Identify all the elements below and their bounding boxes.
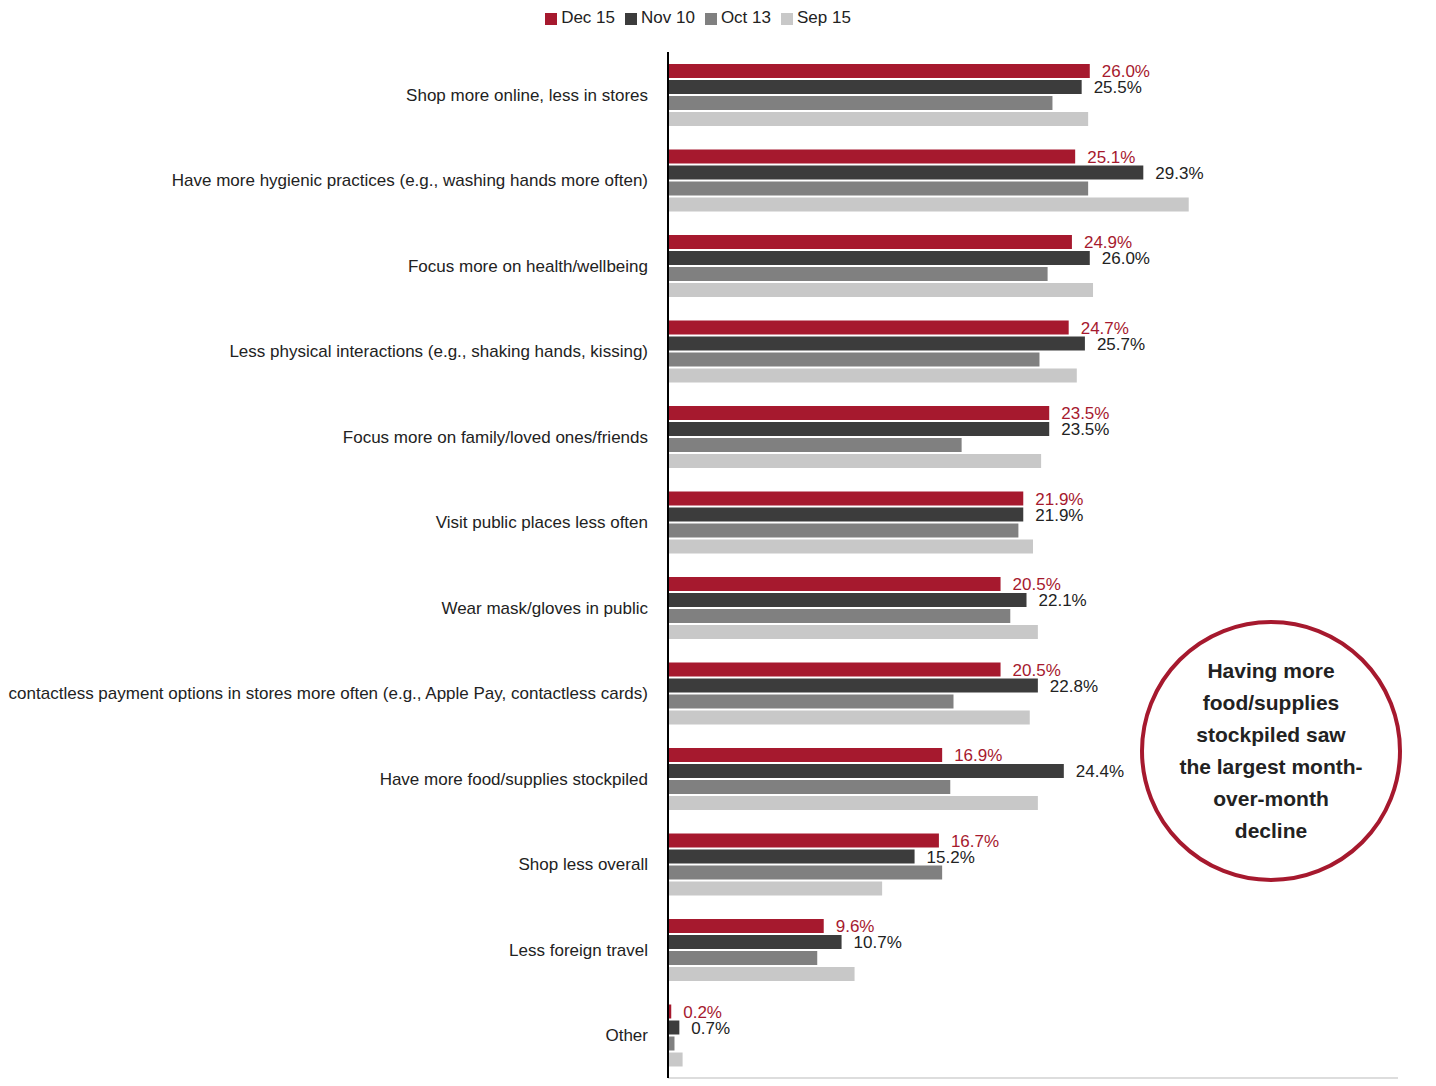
svg-text:Less physical interactions (e.: Less physical interactions (e.g., shakin… — [229, 342, 648, 361]
svg-text:Less foreign travel: Less foreign travel — [509, 941, 648, 960]
svg-text:Wear mask/gloves in public: Wear mask/gloves in public — [441, 599, 648, 618]
svg-text:Other: Other — [605, 1026, 648, 1045]
svg-text:Use contactless payment option: Use contactless payment options in store… — [8, 684, 648, 703]
svg-text:22.8%: 22.8% — [1050, 677, 1098, 696]
svg-text:25.7%: 25.7% — [1097, 335, 1145, 354]
svg-text:24.7%: 24.7% — [1080, 318, 1129, 338]
svg-text:Focus more on family/loved one: Focus more on family/loved ones/friends — [343, 428, 648, 447]
svg-text:25.5%: 25.5% — [1094, 78, 1142, 97]
svg-text:10.7%: 10.7% — [854, 933, 902, 952]
svg-text:9.6%: 9.6% — [835, 917, 875, 936]
svg-text:16.7%: 16.7% — [950, 831, 1000, 851]
svg-text:15.2%: 15.2% — [927, 848, 975, 867]
html-text:Sep 15: Sep 15 — [797, 8, 851, 27]
svg-text:20.5%: 20.5% — [1012, 575, 1061, 594]
svg-text:21.9%: 21.9% — [1035, 489, 1084, 509]
svg-text:Visit public places less often: Visit public places less often — [436, 513, 648, 532]
svg-text:Have more food/supplies stockp: Have more food/supplies stockpiled — [380, 770, 648, 789]
svg-text:24.9%: 24.9% — [1083, 233, 1133, 252]
html-text:Oct 13: Oct 13 — [720, 8, 771, 27]
svg-text:25.1%: 25.1% — [1087, 148, 1135, 167]
svg-text:Have more hygienic practices (: Have more hygienic practices (e.g., wash… — [172, 171, 648, 190]
svg-text:0.2%: 0.2% — [683, 1002, 722, 1022]
svg-text:23.5%: 23.5% — [1061, 420, 1109, 439]
svg-text:21.9%: 21.9% — [1035, 506, 1083, 525]
svg-text:26.0%: 26.0% — [1102, 249, 1150, 268]
svg-text:16.9%: 16.9% — [954, 746, 1002, 765]
html-text:Dec 15: Dec 15 — [561, 8, 615, 27]
svg-text:24.4%: 24.4% — [1076, 762, 1124, 781]
svg-text:29.3%: 29.3% — [1155, 164, 1203, 183]
svg-text:26.0%: 26.0% — [1101, 62, 1150, 81]
html-text:Nov 10: Nov 10 — [641, 8, 695, 27]
html-text:Having more food/supplies stoc: Having more food/supplies stockpiled saw… — [1179, 659, 1363, 842]
svg-text:Focus more on health/wellbeing: Focus more on health/wellbeing — [408, 257, 648, 276]
svg-text:23.5%: 23.5% — [1061, 404, 1110, 423]
svg-text:Shop more online, less in stor: Shop more online, less in stores — [406, 86, 648, 105]
svg-text:0.7%: 0.7% — [691, 1019, 730, 1038]
svg-text:Shop less overall: Shop less overall — [519, 855, 648, 874]
svg-text:20.5%: 20.5% — [1012, 660, 1061, 680]
svg-text:22.1%: 22.1% — [1039, 591, 1087, 610]
